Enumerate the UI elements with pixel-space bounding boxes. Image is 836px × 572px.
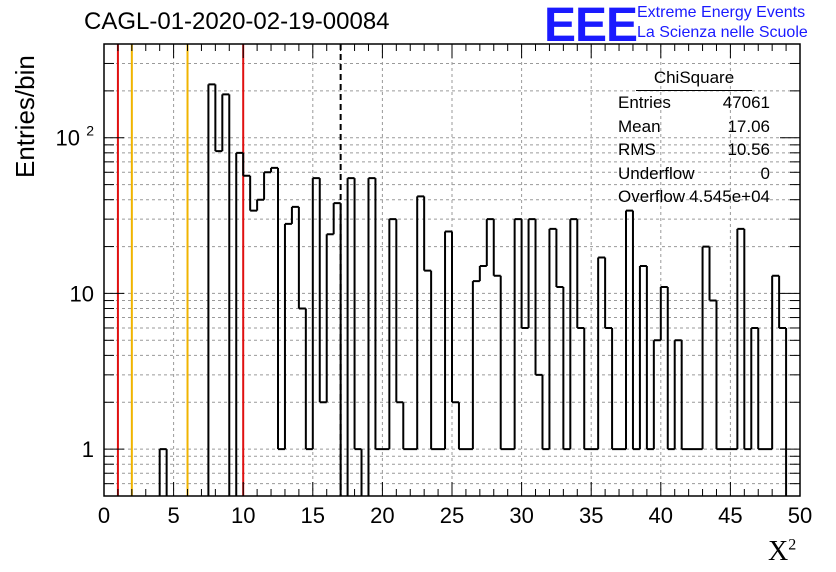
y-tick-label: 10 (56, 126, 80, 151)
y-axis-label: Entries/bin (10, 55, 40, 178)
logo-line-1: Extreme Energy Events (637, 4, 806, 21)
stats-box: ChiSquare Entries 47061 Mean 17.06 RMS 10.5… (612, 66, 772, 209)
y-tick-label: 1 (82, 437, 94, 462)
x-tick-label: 10 (231, 503, 255, 528)
x-tick-label: 35 (579, 503, 603, 528)
histogram-series (158, 83, 788, 496)
x-tick-label: 45 (718, 503, 742, 528)
x-tick-label: 0 (98, 503, 110, 528)
stats-row: RMS 10.56 (618, 140, 770, 159)
y-tick-label: 10 (70, 281, 94, 306)
stats-row: Mean 17.06 (618, 116, 770, 136)
x-tick-label: 20 (370, 503, 394, 528)
axis-tick-labels: 0 5 10 15 20 25 30 35 40 45 50 1 10 10 2 (56, 123, 813, 528)
y-tick-exponent: 2 (86, 123, 94, 139)
page-title: CAGL-01-2020-02-19-00084 (84, 8, 390, 35)
x-tick-label: 30 (509, 503, 533, 528)
x-tick-label: 25 (440, 503, 464, 528)
stats-title: ChiSquare (636, 66, 752, 91)
x-axis-label: X2 (768, 536, 797, 567)
x-tick-label: 5 (167, 503, 179, 528)
stats-row: Entries 47061 (618, 93, 770, 112)
x-tick-label: 15 (301, 503, 325, 528)
x-tick-label: 50 (788, 503, 812, 528)
stats-row: Underflow 0 (618, 163, 770, 183)
logo-line-2: La Scienza nelle Scuole (637, 24, 808, 41)
axis-ticks (103, 44, 801, 496)
eee-logo: EEE (544, 0, 638, 52)
x-tick-label: 40 (649, 503, 673, 528)
stats-row: Overflow 4.545e+04 (618, 187, 770, 206)
